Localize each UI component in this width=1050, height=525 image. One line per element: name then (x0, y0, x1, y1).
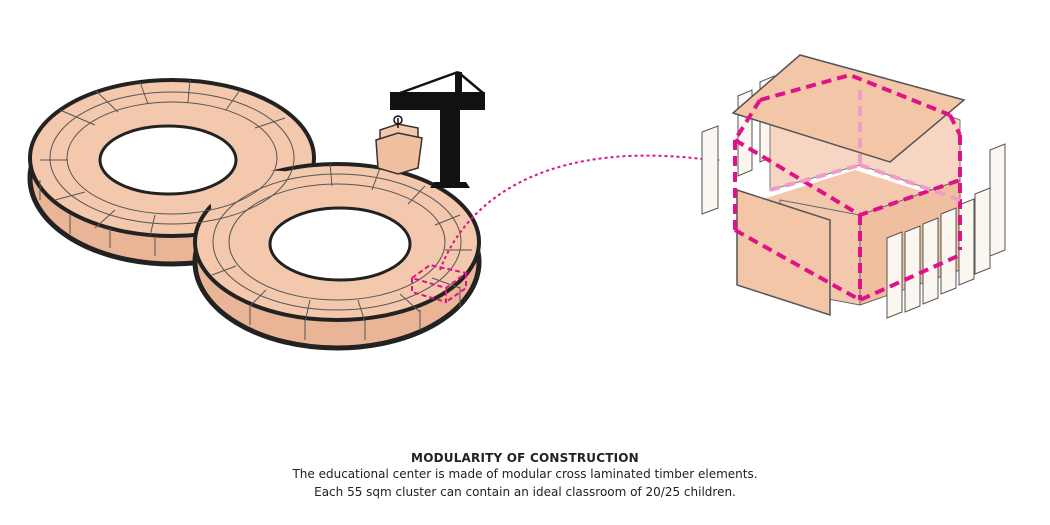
exploded-module (701, 54, 1006, 319)
caption-title: MODULARITY OF CONSTRUCTION (411, 451, 639, 465)
courtyards (98, 124, 412, 282)
left-ring-panels (39, 79, 295, 256)
right-ring-panels (211, 163, 472, 340)
crane-icon (390, 70, 485, 188)
front-left-panel (736, 188, 831, 317)
caption-line-1: The educational center is made of modula… (292, 467, 758, 481)
module-floor (760, 170, 965, 245)
caption-line-2: Each 55 sqm cluster can contain an ideal… (314, 485, 736, 499)
connector-arrow (439, 154, 711, 271)
highlighted-module (409, 263, 469, 304)
modular-construction-diagram (27, 54, 1006, 351)
roof-panel (731, 54, 966, 163)
right-slats (886, 143, 1006, 319)
module-outline (733, 72, 962, 303)
figure-eight-building (27, 78, 482, 351)
lifted-module (375, 118, 423, 175)
module-outline-faint (769, 90, 961, 202)
